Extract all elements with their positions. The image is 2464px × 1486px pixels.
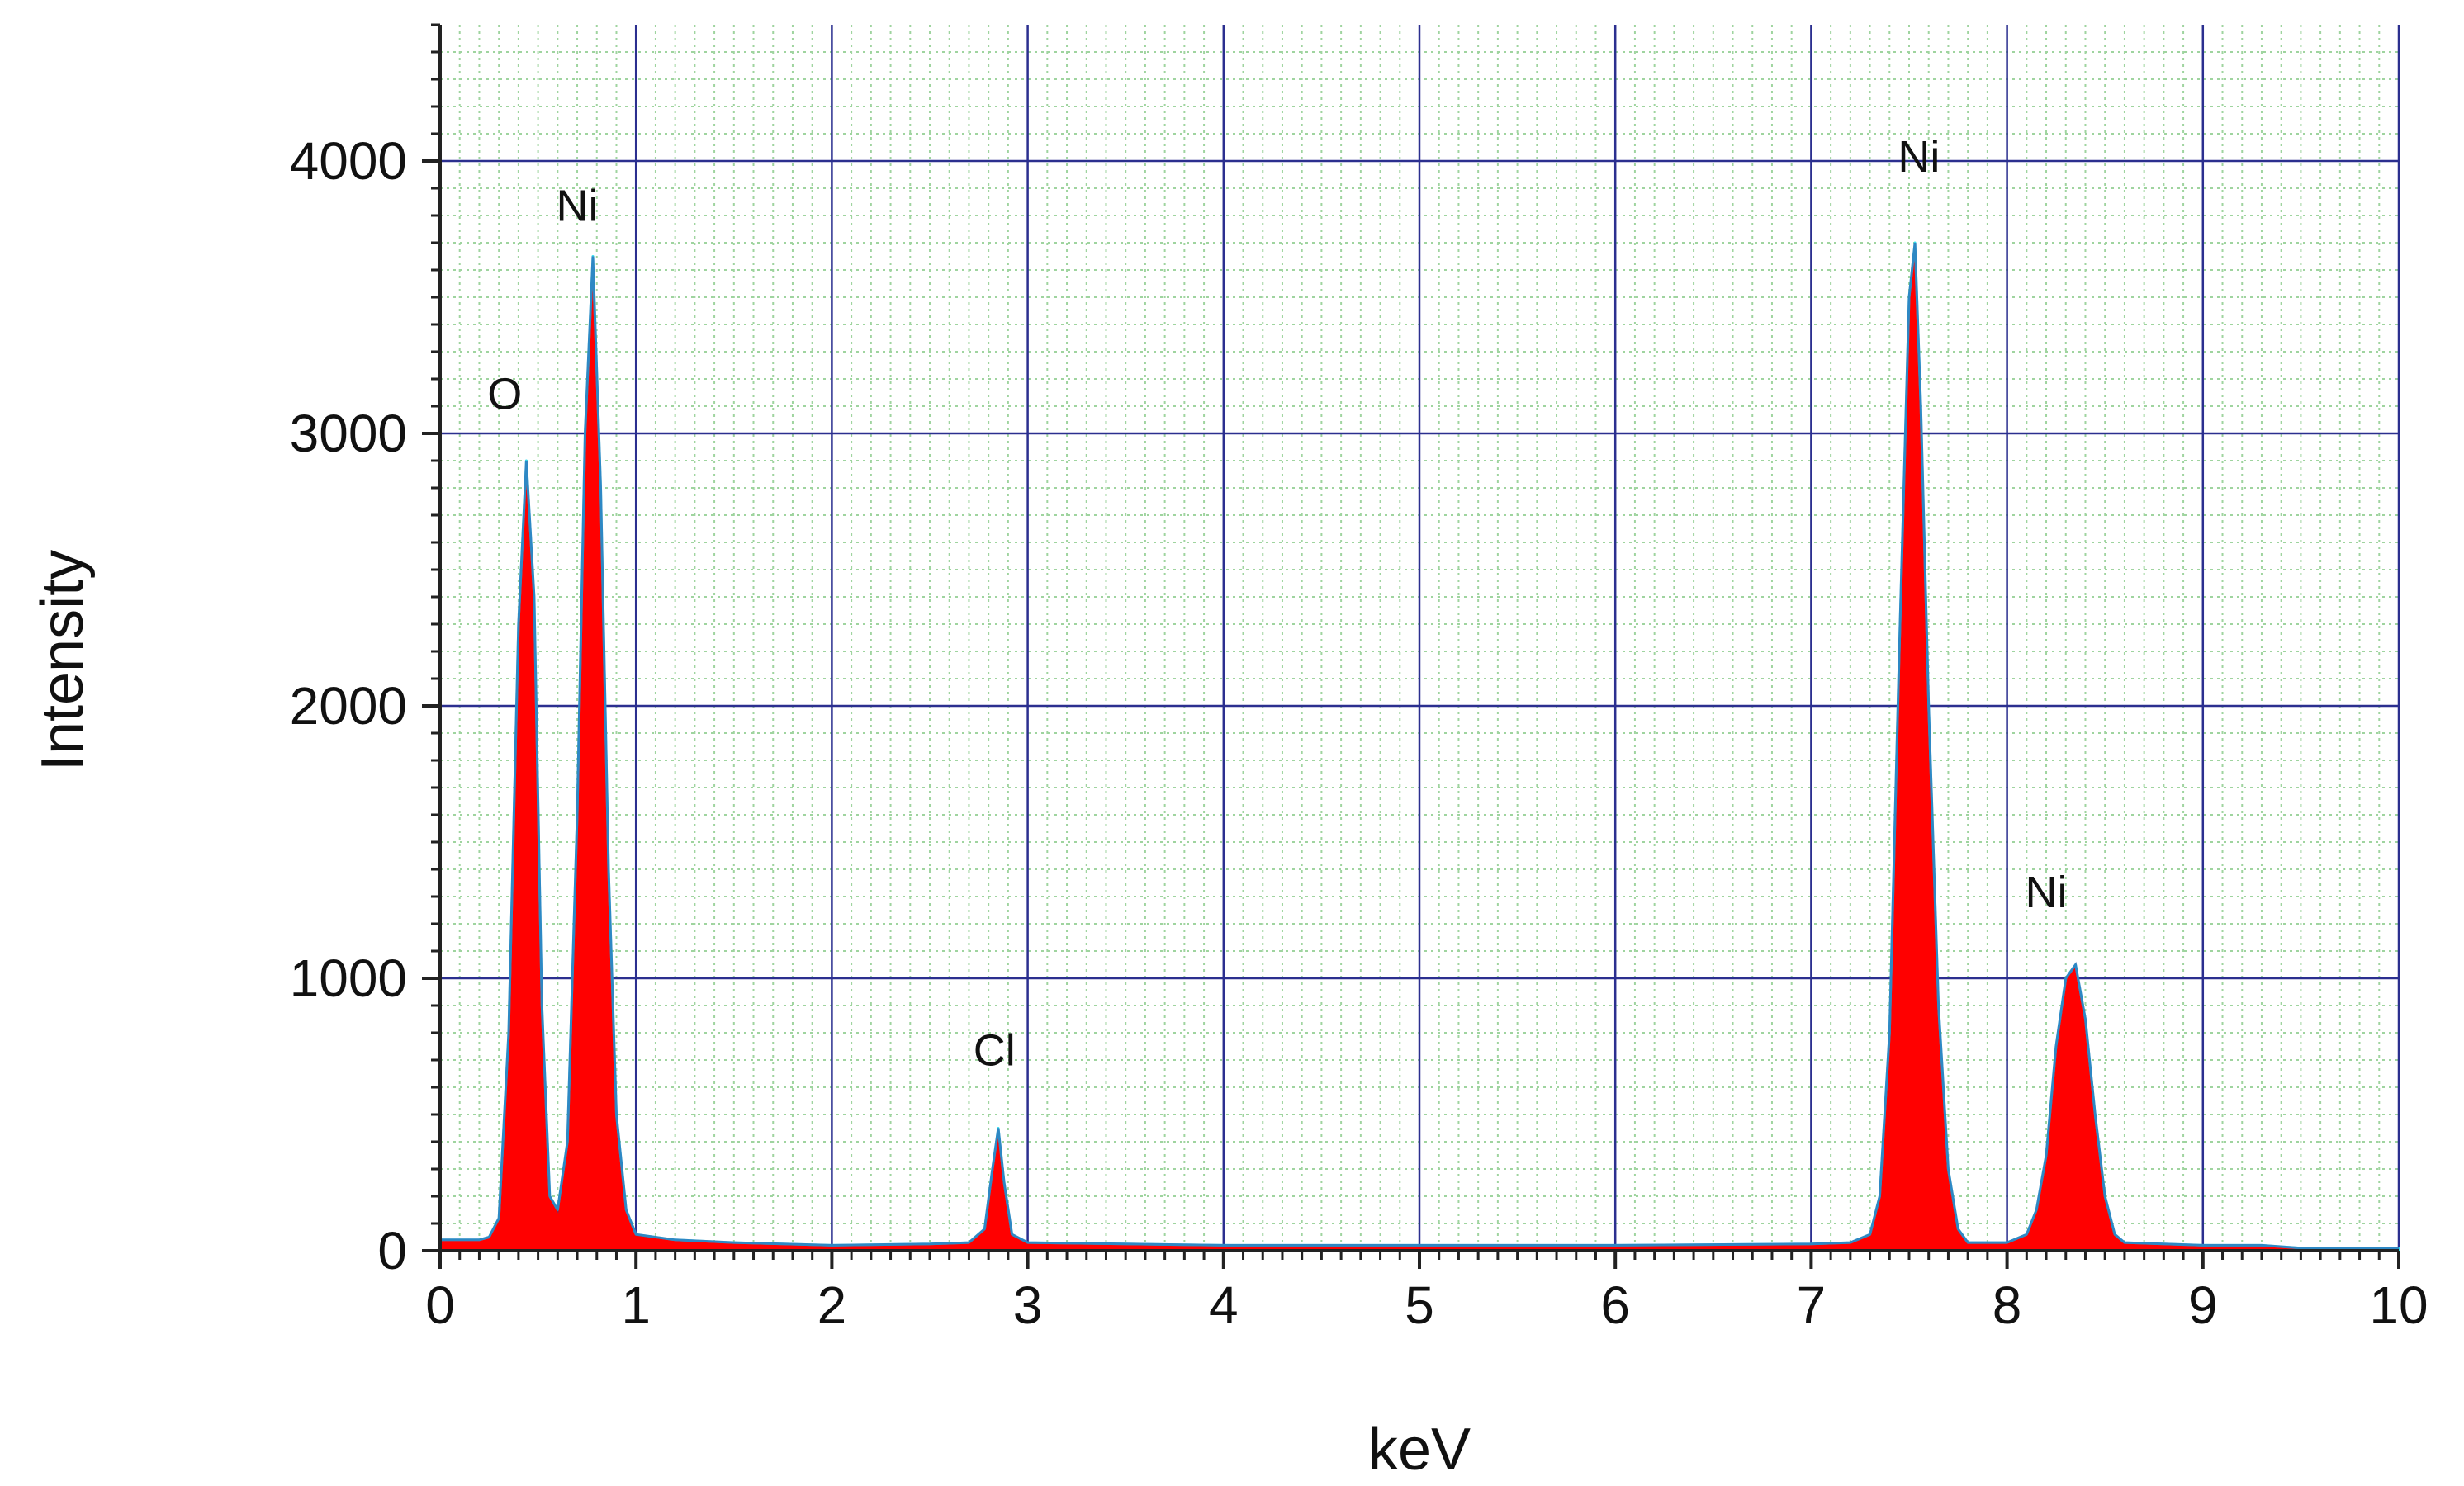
x-tick-label: 9 bbox=[2188, 1275, 2218, 1335]
y-tick-label: 4000 bbox=[290, 131, 407, 191]
spectrum-outline bbox=[440, 242, 2399, 1250]
x-tick-label: 6 bbox=[1600, 1275, 1630, 1335]
peak-label: Ni bbox=[1898, 132, 1940, 182]
y-axis-title: Intensity bbox=[30, 550, 96, 771]
x-tick-labels: 0 1 2 3 4 5 6 7 8 9 10 bbox=[425, 1275, 2428, 1335]
spectrum-series bbox=[438, 241, 2400, 1252]
x-axis-title: keV bbox=[1368, 1417, 1471, 1483]
x-tick-label: 5 bbox=[1405, 1275, 1434, 1335]
peak-label: Cl bbox=[974, 1026, 1016, 1076]
x-tick-label: 3 bbox=[1013, 1275, 1043, 1335]
x-tick-label: 7 bbox=[1797, 1275, 1827, 1335]
x-ticks bbox=[438, 1251, 2400, 1269]
y-tick-label: 1000 bbox=[290, 949, 407, 1008]
x-tick-label: 1 bbox=[621, 1275, 651, 1335]
peak-label: Ni bbox=[2026, 868, 2068, 917]
peak-annotations: O Ni Cl Ni Ni bbox=[487, 132, 2067, 1075]
peak-label: Ni bbox=[557, 182, 599, 231]
y-tick-labels: 0 1000 2000 3000 4000 bbox=[290, 131, 407, 1280]
peak-label: O bbox=[487, 369, 522, 419]
major-grid bbox=[440, 25, 2400, 1251]
x-tick-label: 2 bbox=[817, 1275, 847, 1335]
y-tick-label: 0 bbox=[377, 1221, 407, 1280]
x-tick-label: 10 bbox=[2369, 1275, 2428, 1335]
x-tick-label: 4 bbox=[1209, 1275, 1239, 1335]
x-tick-label: 0 bbox=[425, 1275, 455, 1335]
y-tick-label: 2000 bbox=[290, 676, 407, 736]
y-ticks bbox=[422, 23, 440, 1252]
x-tick-label: 8 bbox=[1993, 1275, 2022, 1335]
y-tick-label: 3000 bbox=[290, 404, 407, 463]
